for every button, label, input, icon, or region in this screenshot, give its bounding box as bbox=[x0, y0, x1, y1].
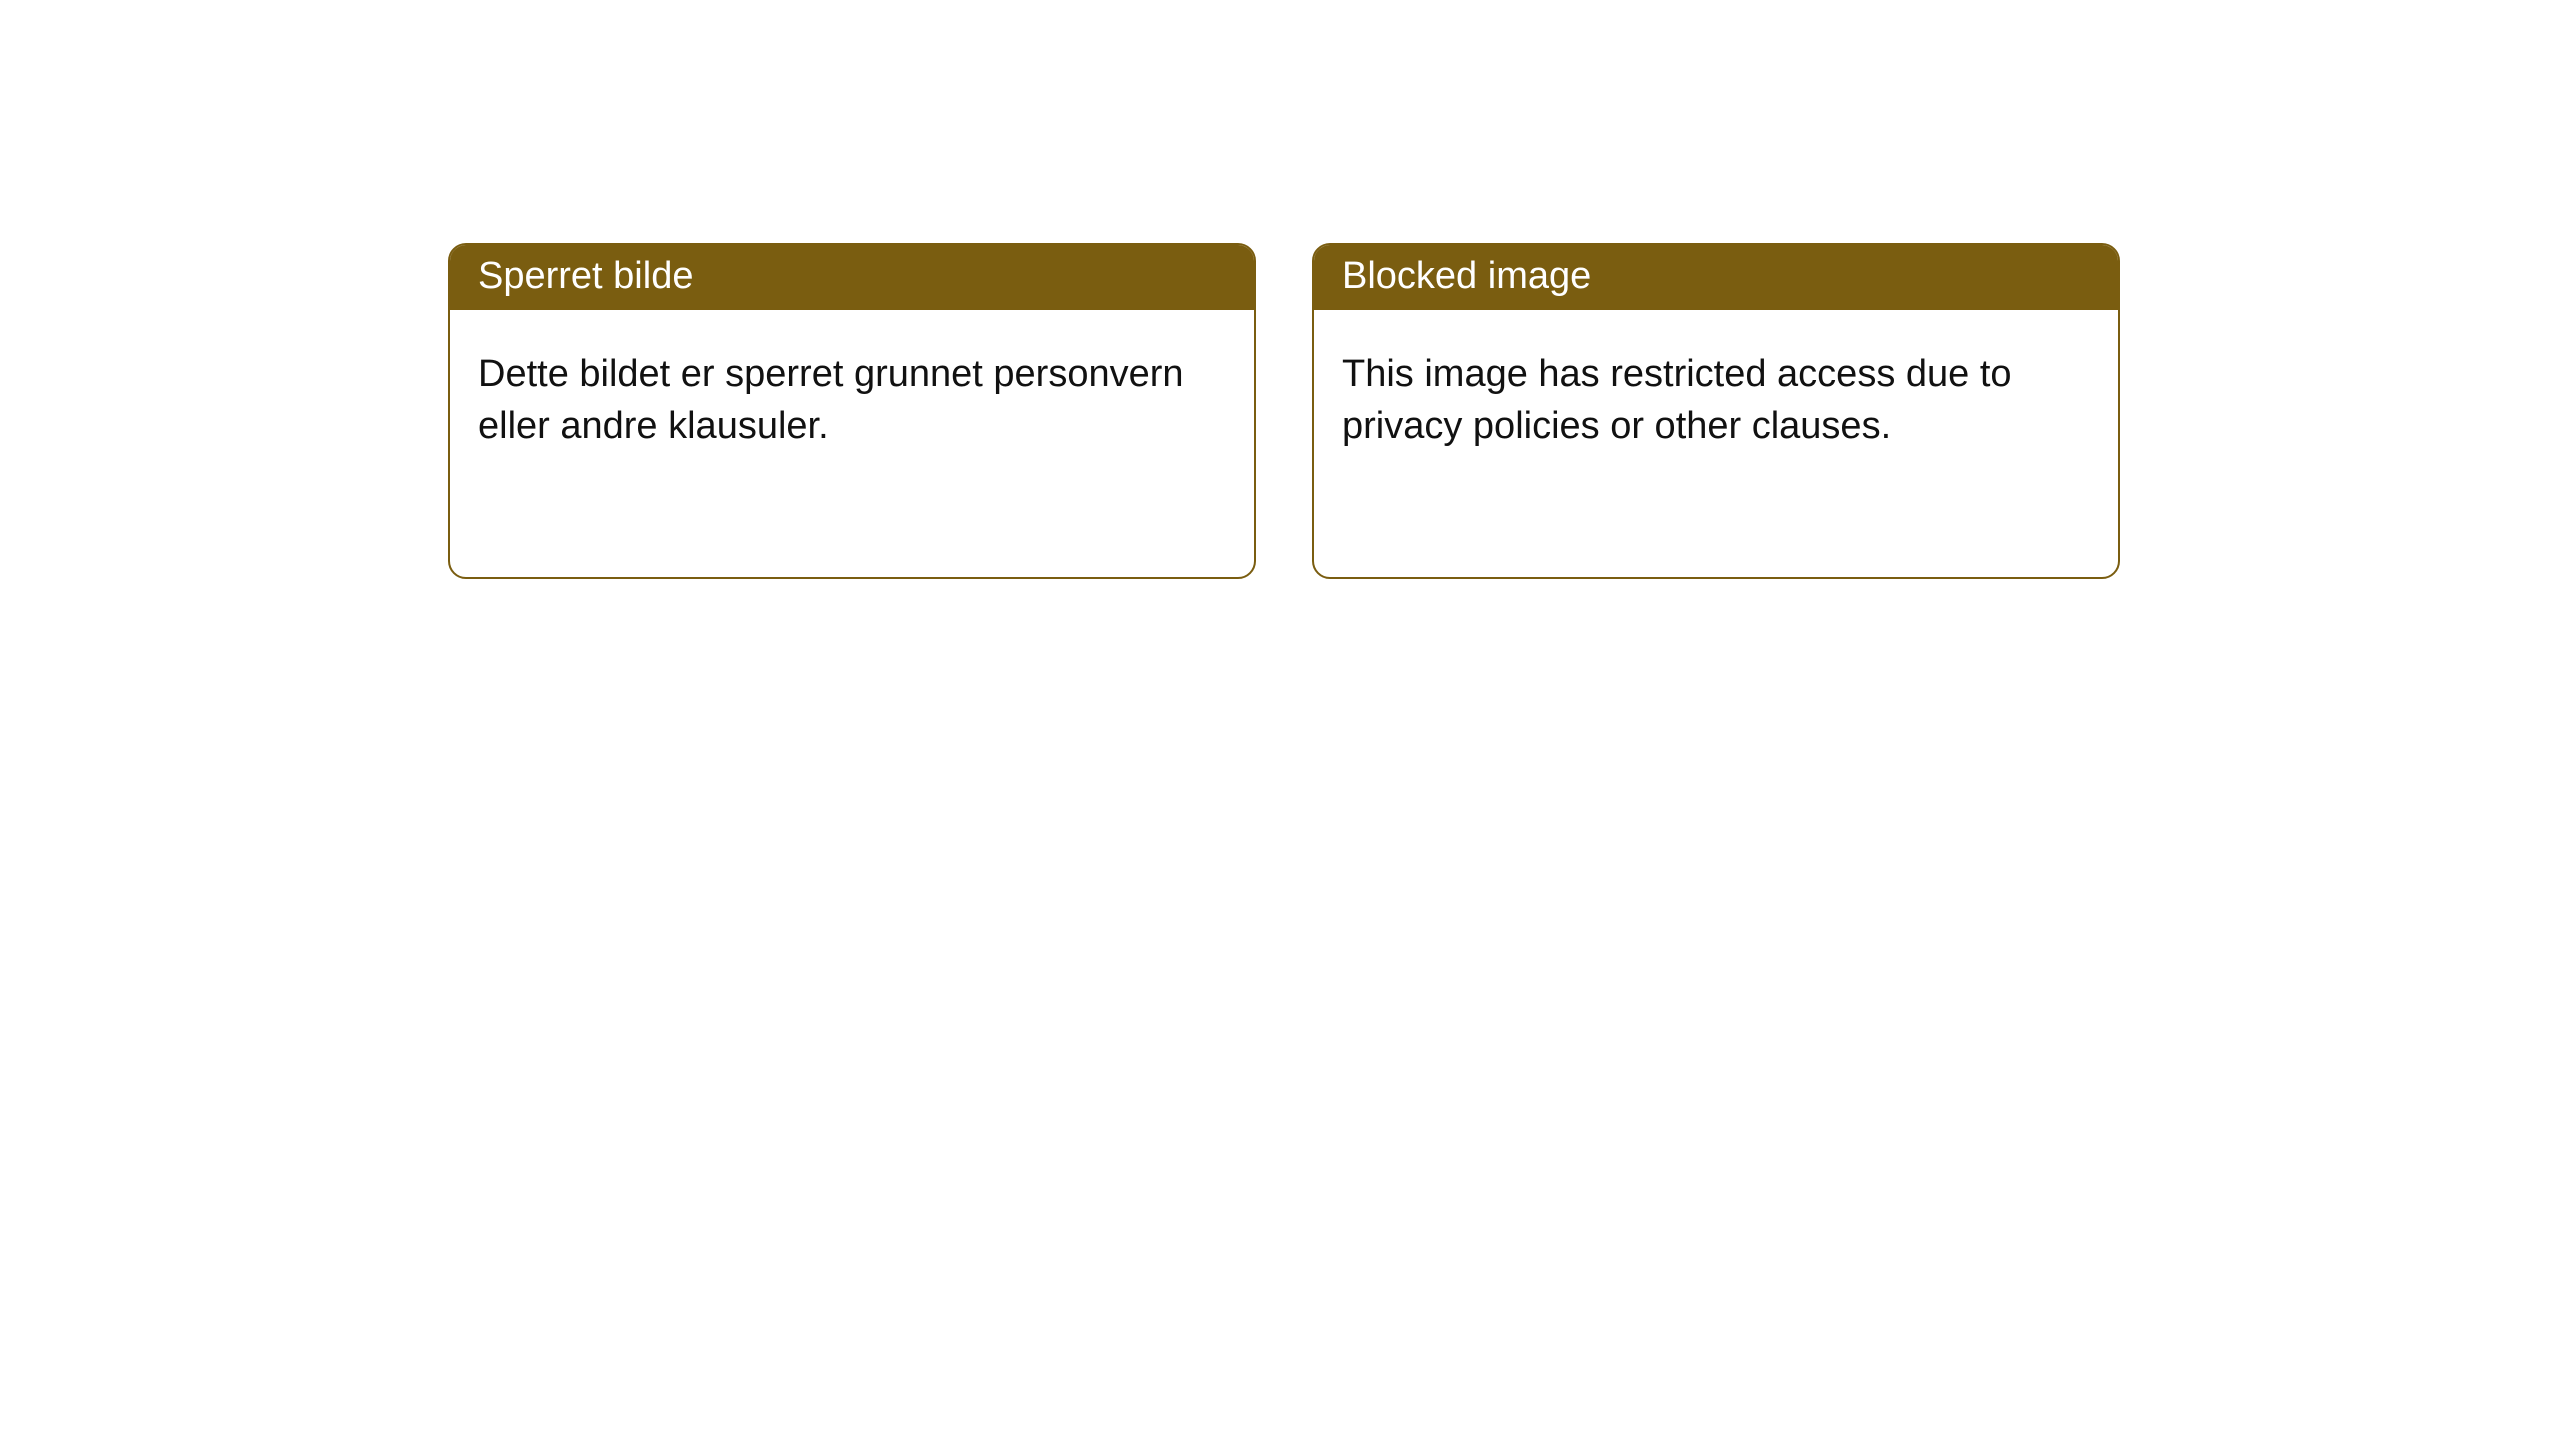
notice-header: Blocked image bbox=[1314, 245, 2118, 310]
notice-box-english: Blocked image This image has restricted … bbox=[1312, 243, 2120, 579]
notice-body: This image has restricted access due to … bbox=[1314, 310, 2118, 481]
notice-body: Dette bildet er sperret grunnet personve… bbox=[450, 310, 1254, 481]
notice-box-norwegian: Sperret bilde Dette bildet er sperret gr… bbox=[448, 243, 1256, 579]
notice-header: Sperret bilde bbox=[450, 245, 1254, 310]
notice-container: Sperret bilde Dette bildet er sperret gr… bbox=[0, 0, 2560, 579]
